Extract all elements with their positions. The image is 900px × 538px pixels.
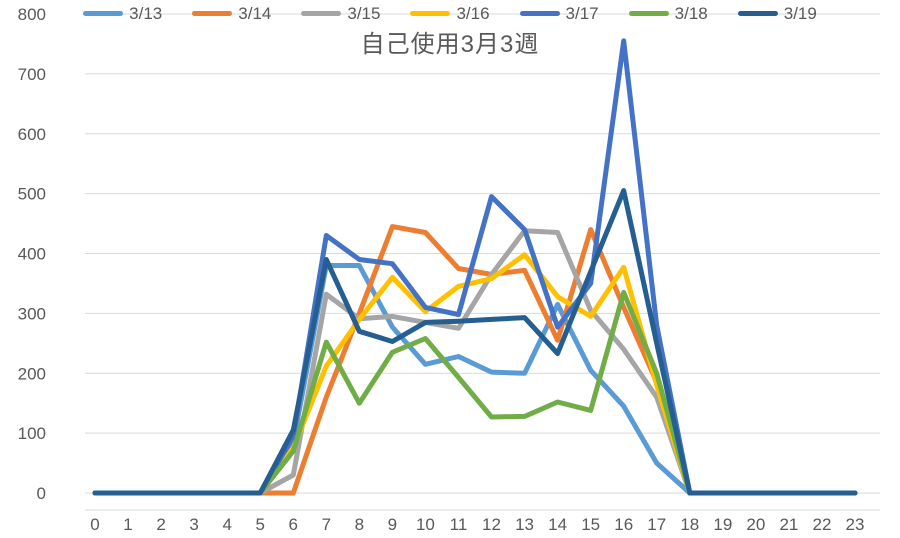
x-tick-label: 19 (713, 515, 732, 534)
x-tick-label: 0 (90, 515, 99, 534)
legend-swatch-icon (192, 11, 233, 16)
y-tick-label: 500 (18, 185, 46, 204)
y-tick-label: 800 (18, 5, 46, 24)
legend-item-3/19: 3/19 (737, 4, 817, 23)
series-line-3/17 (92, 38, 858, 496)
y-tick-label: 200 (18, 364, 46, 383)
x-tick-label: 20 (746, 515, 765, 534)
legend-label: 3/16 (456, 4, 490, 23)
legend-label: 3/19 (783, 4, 817, 23)
legend-item-3/17: 3/17 (519, 4, 599, 23)
series-line-3/14 (92, 224, 858, 496)
legend-swatch-icon (628, 11, 669, 16)
y-tick-label: 700 (18, 65, 46, 84)
legend-swatch-icon (301, 11, 342, 16)
x-tick-label: 8 (355, 515, 364, 534)
x-tick-label: 17 (647, 515, 666, 534)
legend-swatch-icon (737, 11, 778, 16)
legend-item-3/15: 3/15 (301, 5, 380, 22)
x-tick-label: 5 (255, 515, 264, 534)
x-tick-label: 14 (548, 515, 567, 534)
x-tick-label: 7 (322, 515, 331, 534)
legend-swatch-icon (410, 11, 451, 16)
x-tick-label: 21 (779, 515, 798, 534)
legend-item-3/13: 3/13 (83, 5, 162, 22)
y-tick-label: 0 (37, 484, 46, 503)
legend-item-3/16: 3/16 (410, 4, 490, 23)
x-tick-label: 9 (388, 515, 397, 534)
series-line-3/19 (92, 188, 858, 496)
x-tick-label: 23 (846, 515, 865, 534)
legend-swatch-icon (519, 11, 560, 16)
legend-label: 3/14 (238, 4, 272, 23)
y-tick-label: 300 (18, 304, 46, 323)
y-tick-label: 100 (18, 424, 46, 443)
x-tick-label: 3 (189, 515, 198, 534)
y-tick-label: 400 (18, 245, 46, 264)
chart-title: 自己使用3月3週 (360, 31, 540, 58)
legend-swatch-icon (83, 11, 124, 16)
x-tick-label: 11 (450, 515, 468, 534)
x-tick-label: 10 (416, 515, 435, 534)
x-tick-label: 1 (123, 515, 132, 534)
legend-item-3/18: 3/18 (628, 4, 708, 23)
x-tick-label: 4 (222, 515, 231, 534)
x-tick-label: 12 (482, 515, 501, 534)
x-tick-label: 16 (614, 515, 633, 534)
legend-label: 3/13 (129, 4, 163, 23)
legend-item-3/14: 3/14 (192, 5, 271, 22)
x-tick-label: 15 (581, 515, 600, 534)
x-tick-label: 2 (156, 515, 165, 534)
series-line-3/16 (92, 252, 858, 496)
x-tick-label: 22 (812, 515, 831, 534)
chart-legend: 3/13 3/14 3/15 3/16 3/17 3/18 3/19 (0, 5, 900, 22)
y-tick-label: 600 (18, 125, 46, 144)
legend-label: 3/15 (347, 4, 381, 23)
x-tick-label: 18 (680, 515, 699, 534)
x-tick-label: 6 (289, 515, 298, 534)
legend-label: 3/18 (674, 4, 708, 23)
x-tick-label: 13 (515, 515, 534, 534)
legend-label: 3/17 (565, 4, 599, 23)
